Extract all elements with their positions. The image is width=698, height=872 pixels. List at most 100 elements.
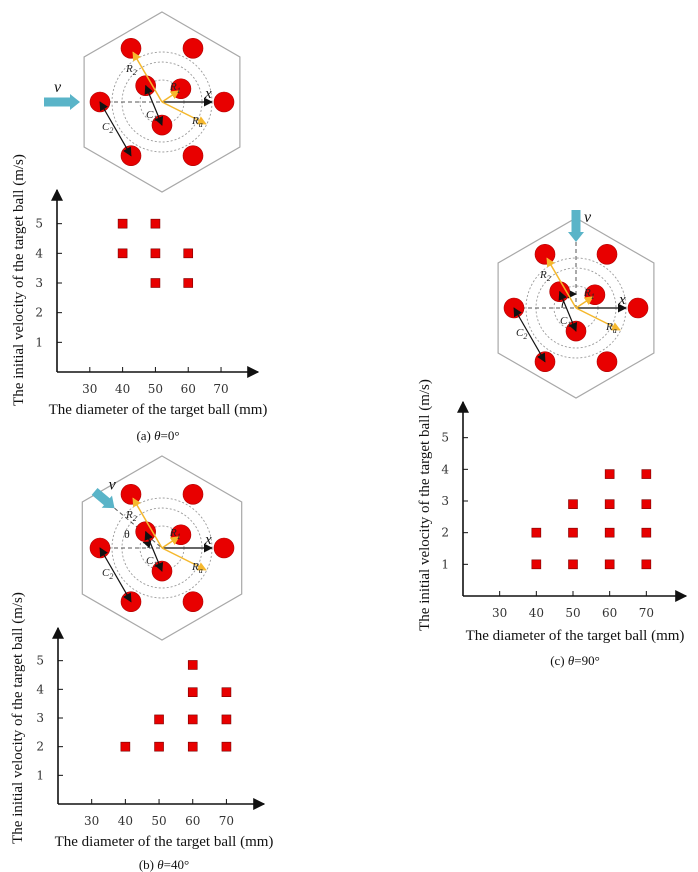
label-r2: R2	[125, 509, 137, 523]
radius-ra-arrow	[161, 547, 207, 571]
panel-caption: (a) θ=0°	[136, 428, 179, 443]
y-tick-label: 5	[35, 217, 43, 231]
x-tick-label: 30	[84, 814, 99, 828]
data-point	[183, 248, 194, 259]
x-tick-label: 60	[181, 382, 196, 396]
label-c2: C2	[516, 327, 527, 341]
y-tick-label: 4	[35, 246, 43, 260]
label-r2: R2	[125, 63, 137, 77]
data-point	[531, 527, 542, 538]
label-c2: C2	[102, 121, 113, 135]
radius-ra-arrow	[161, 101, 207, 125]
x-tick-label: 70	[639, 606, 654, 620]
x-tick-label: 40	[529, 606, 544, 620]
x-tick-label: 30	[492, 606, 507, 620]
scatter-plot: 30 40 50 60 70 1 2 3 4 5 The diameter of the targe…	[10, 592, 273, 872]
target-ball	[182, 38, 204, 59]
panel-caption: (c) θ=90°	[550, 653, 600, 668]
radius-r1-arrow	[161, 536, 180, 549]
data-point	[531, 559, 542, 570]
data-point	[221, 714, 232, 725]
data-point	[117, 218, 128, 229]
target-ball	[182, 591, 204, 612]
label-c1: C1	[146, 555, 157, 569]
data-point	[154, 714, 164, 725]
label-r1: R1	[583, 287, 595, 301]
radius-ra-arrow	[575, 307, 621, 331]
radius-r1-arrow	[161, 90, 180, 103]
x-tick-label: 70	[219, 814, 234, 828]
target-ball	[182, 484, 204, 505]
target-ball	[534, 244, 556, 265]
y-axis-title: The initial velocity of the target ball …	[11, 154, 27, 406]
data-point	[120, 741, 131, 752]
target-ball	[213, 537, 235, 559]
data-point	[568, 499, 578, 509]
data-point	[187, 741, 198, 752]
y-tick-label: 1	[35, 335, 43, 349]
data-point	[150, 218, 161, 229]
velocity-arrow-icon	[568, 210, 584, 242]
label-r2: R2	[539, 269, 551, 283]
x-axis-label: x	[204, 532, 212, 548]
velocity-label: v	[584, 209, 592, 226]
chord-c1-arrow	[558, 290, 578, 332]
hexagon-boundary	[83, 11, 241, 193]
label-c2: C2	[102, 567, 113, 581]
x-tick-label: 30	[82, 382, 97, 396]
target-ball	[627, 297, 649, 319]
target-ball	[120, 38, 142, 59]
panel-a: x v R2 R1 Ra C1 C2 30 40 50 60 70 1 2 3 4 5 The diameter …	[11, 11, 267, 443]
target-ball	[213, 91, 235, 113]
y-tick-label: 5	[441, 431, 449, 445]
target-ball	[596, 351, 618, 372]
x-axis-title: The diameter of the target ball (mm)	[466, 628, 685, 644]
target-ball	[596, 244, 618, 265]
velocity-arrow-icon	[44, 94, 80, 110]
data-point	[641, 469, 652, 479]
x-tick-label: 50	[148, 382, 163, 396]
x-tick-label: 50	[565, 606, 580, 620]
hexagon-boundary	[81, 455, 243, 641]
label-c1: C1	[560, 315, 571, 329]
y-tick-label: 5	[36, 654, 44, 668]
x-axis-label: x	[618, 292, 626, 308]
data-point	[568, 527, 578, 538]
chord-c1-arrow	[144, 84, 164, 126]
y-tick-label: 3	[36, 711, 44, 725]
y-tick-label: 1	[36, 768, 44, 782]
data-point	[641, 559, 652, 570]
data-point	[604, 559, 615, 570]
label-c1: C1	[146, 109, 157, 123]
target-ball	[120, 484, 142, 505]
data-point	[187, 660, 198, 670]
label-r1: R1	[169, 527, 181, 541]
velocity-label: v	[54, 79, 62, 96]
velocity-label: v	[109, 476, 117, 493]
x-tick-label: 40	[118, 814, 133, 828]
ball-arrangement-diagram: x v R2 R1 Ra C1 C2	[44, 11, 241, 193]
chord-c2-arrow	[99, 101, 132, 157]
y-tick-label: 2	[35, 306, 43, 320]
data-point	[187, 714, 198, 725]
y-tick-label: 2	[36, 740, 44, 754]
data-point	[604, 469, 615, 479]
data-point	[150, 248, 161, 259]
label-ra: Ra	[191, 561, 203, 575]
y-axis-title: The initial velocity of the target ball …	[10, 592, 26, 844]
data-point	[150, 278, 161, 288]
data-point	[117, 248, 128, 259]
data-point	[641, 527, 652, 538]
x-tick-label: 70	[213, 382, 228, 396]
hexagon-boundary	[497, 217, 655, 399]
scatter-plot: 30 40 50 60 70 1 2 3 4 5 The diameter of the targe…	[11, 154, 267, 443]
y-tick-label: 4	[441, 462, 449, 476]
x-tick-label: 50	[151, 814, 166, 828]
data-point	[183, 278, 194, 288]
data-point	[641, 499, 652, 509]
chord-c2-arrow	[99, 547, 132, 603]
data-point	[221, 741, 232, 752]
